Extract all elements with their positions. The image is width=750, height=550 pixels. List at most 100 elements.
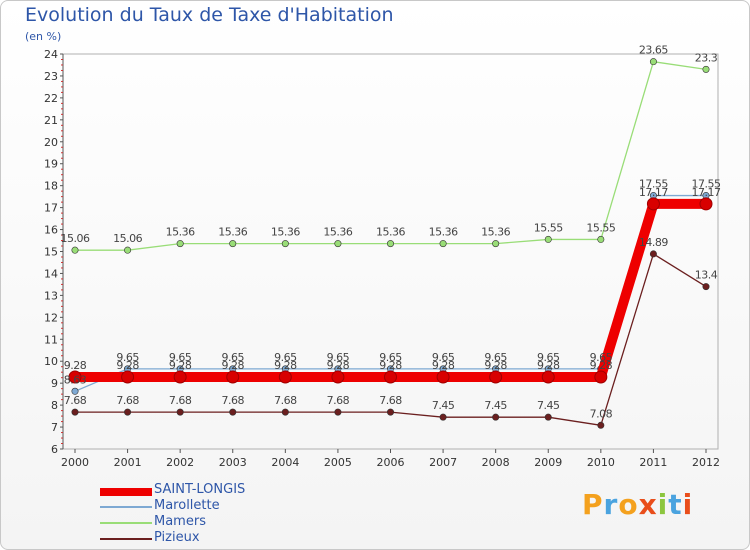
data-label-marollette: 17.55	[639, 178, 668, 191]
point-pizieux	[702, 283, 710, 291]
point-mamers	[229, 240, 237, 248]
y-tick-label: 15	[44, 246, 58, 259]
data-label-mamers: 15.36	[429, 226, 458, 239]
point-saint-longis	[121, 370, 135, 384]
data-label-saint-longis: 17.17	[639, 186, 668, 199]
data-label-pizieux: 14.89	[639, 236, 668, 249]
data-label-marollette: 9.65	[274, 351, 297, 364]
data-label-saint-longis: 9.28	[537, 359, 560, 372]
x-tick-label-2004: 2004	[271, 456, 299, 469]
legend-label-mamers: Mamers	[154, 514, 206, 529]
data-label-marollette: 9.65	[116, 351, 139, 364]
point-mamers	[492, 240, 500, 248]
x-tick-label-2011: 2011	[639, 456, 667, 469]
data-label-saint-longis: 9.28	[64, 359, 87, 372]
chart-subtitle: (en %)	[25, 30, 62, 43]
point-pizieux	[229, 408, 237, 416]
data-label-mamers: 15.36	[323, 226, 352, 239]
point-saint-longis	[226, 370, 240, 384]
logo-letter: o	[618, 488, 639, 521]
data-label-saint-longis: 9.28	[222, 359, 245, 372]
y-tick-label: 7	[51, 421, 58, 434]
data-label-pizieux: 7.45	[432, 399, 455, 412]
data-label-pizieux: 7.08	[590, 407, 613, 420]
data-label-saint-longis: 9.28	[590, 359, 613, 372]
data-label-marollette: 17.55	[692, 178, 721, 191]
x-tick-label-2010: 2010	[587, 456, 615, 469]
y-tick-label: 24	[44, 48, 58, 61]
data-label-saint-longis: 9.28	[169, 359, 192, 372]
y-tick-label: 22	[44, 92, 58, 105]
data-label-mamers: 15.06	[61, 232, 90, 245]
data-label-pizieux: 7.68	[379, 394, 402, 407]
data-label-mamers: 15.55	[534, 221, 563, 234]
x-tick-label-2002: 2002	[166, 456, 194, 469]
series-layer	[68, 58, 713, 429]
y-tick-label: 11	[44, 333, 58, 346]
data-label-saint-longis: 9.28	[327, 359, 350, 372]
point-saint-longis	[331, 370, 345, 384]
data-label-pizieux: 7.45	[537, 399, 560, 412]
point-mamers	[124, 246, 132, 254]
x-tick-label-2001: 2001	[114, 456, 142, 469]
point-saint-longis	[541, 370, 555, 384]
data-label-saint-longis: 17.17	[692, 186, 721, 199]
data-label-marollette: 9.65	[432, 351, 455, 364]
data-label-saint-longis: 9.28	[379, 359, 402, 372]
data-label-pizieux: 7.68	[169, 394, 192, 407]
legend-label-pizieux: Pizieux	[154, 530, 200, 545]
logo-letter: i	[657, 488, 669, 521]
point-saint-longis	[68, 370, 82, 384]
point-pizieux	[124, 408, 132, 416]
point-mamers	[71, 246, 79, 254]
data-label-marollette: 9.65	[327, 351, 350, 364]
point-pizieux	[649, 250, 657, 258]
point-mamers	[649, 58, 657, 66]
x-tick-label-2006: 2006	[377, 456, 405, 469]
data-label-saint-longis: 9.28	[116, 359, 139, 372]
y-tick-label: 18	[44, 180, 58, 193]
point-mamers	[597, 235, 605, 243]
point-pizieux	[176, 408, 184, 416]
x-tick-label-2008: 2008	[482, 456, 510, 469]
point-saint-longis	[594, 370, 608, 384]
y-tick-label: 12	[44, 311, 58, 324]
x-tick-label-2012: 2012	[692, 456, 720, 469]
legend-swatch-marollette	[100, 506, 152, 508]
point-pizieux	[386, 408, 394, 416]
y-tick-label: 6	[51, 443, 58, 456]
y-tick-label: 8	[51, 399, 58, 412]
data-label-marollette: 8.63	[64, 373, 87, 386]
point-mamers	[544, 235, 552, 243]
data-label-pizieux: 7.68	[222, 394, 245, 407]
point-saint-longis	[436, 370, 450, 384]
data-label-saint-longis: 9.28	[432, 359, 455, 372]
data-label-pizieux: 7.68	[116, 394, 139, 407]
data-label-marollette: 9.65	[484, 351, 507, 364]
plot-area	[62, 53, 719, 450]
x-tick-label-2000: 2000	[61, 456, 89, 469]
legend-label-saint-longis: SAINT-LONGIS	[154, 482, 246, 497]
data-label-pizieux: 7.68	[64, 394, 87, 407]
data-label-marollette: 9.65	[222, 351, 245, 364]
logo-letter: t	[668, 488, 683, 521]
y-tick-label: 23	[44, 70, 58, 83]
logo-letter: P	[582, 488, 604, 521]
point-saint-longis	[384, 370, 397, 384]
y-tick-label: 20	[44, 136, 58, 149]
data-label-saint-longis: 9.28	[274, 359, 297, 372]
y-tick-label: 14	[44, 267, 58, 280]
y-tick-label: 17	[44, 202, 58, 215]
legend-swatch-pizieux	[100, 538, 152, 540]
data-label-marollette: 9.65	[590, 351, 613, 364]
point-pizieux	[334, 408, 342, 416]
point-mamers	[439, 240, 447, 248]
point-pizieux	[597, 421, 605, 429]
data-label-mamers: 15.36	[481, 226, 510, 239]
data-label-mamers: 15.36	[376, 226, 405, 239]
x-tick-label-2005: 2005	[324, 456, 352, 469]
y-tick-label: 19	[44, 158, 58, 171]
point-mamers	[281, 240, 289, 248]
